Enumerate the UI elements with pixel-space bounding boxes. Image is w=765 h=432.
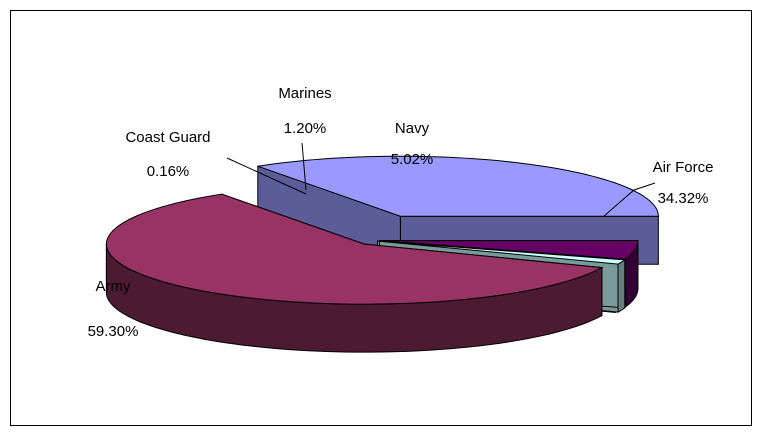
value-marines: 1.20% — [284, 120, 327, 137]
label-army: Army — [96, 278, 131, 295]
leader-line-air-force — [603, 182, 656, 217]
value-air-force: 34.32% — [658, 190, 709, 207]
slice-side-marines — [617, 258, 626, 313]
slice-army — [105, 193, 604, 353]
slice-top-air-force — [257, 155, 659, 217]
slice-top-navy — [379, 240, 639, 260]
label-marines: Marines — [278, 85, 331, 102]
label-air-force: Air Force — [653, 159, 714, 176]
leader-lines — [226, 142, 656, 217]
label-coast-guard: Coast Guard — [125, 129, 210, 146]
value-army: 59.30% — [88, 323, 139, 340]
value-coast-guard: 0.16% — [147, 163, 190, 180]
value-navy: 5.02% — [391, 151, 434, 168]
leader-line-coast-guard — [226, 157, 307, 195]
label-navy: Navy — [395, 120, 430, 137]
slice-top-army — [105, 193, 604, 305]
leader-line-marines — [301, 142, 307, 191]
pie-slices — [105, 155, 659, 353]
slice-top-marines — [379, 240, 627, 265]
